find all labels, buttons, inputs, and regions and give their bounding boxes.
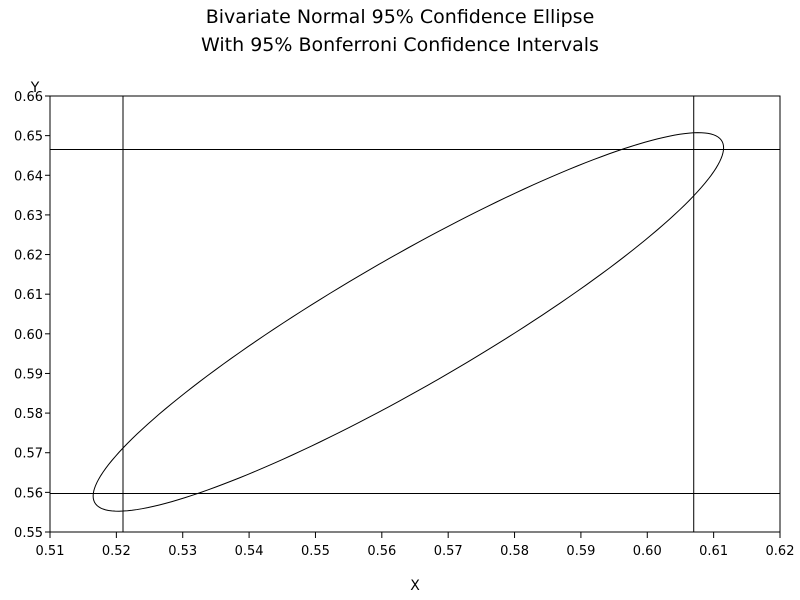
x-tick-label: 0.58 [500, 544, 529, 559]
x-tick-label: 0.59 [566, 544, 595, 559]
x-tick-label: 0.55 [301, 544, 330, 559]
y-tick-label: 0.66 [14, 90, 43, 105]
x-axis-label: X [410, 578, 420, 594]
y-tick-label: 0.58 [14, 407, 43, 422]
x-tick-label: 0.60 [633, 544, 662, 559]
chart-title: Bivariate Normal 95% Confidence Ellipse [206, 6, 595, 28]
x-tick-label: 0.53 [168, 544, 197, 559]
y-tick-label: 0.61 [14, 288, 43, 303]
x-tick-label: 0.62 [766, 544, 795, 559]
y-tick-label: 0.60 [14, 328, 43, 343]
x-tick-label: 0.56 [367, 544, 396, 559]
y-tick-label: 0.56 [14, 486, 43, 501]
y-tick-label: 0.59 [14, 367, 43, 382]
y-axis: 0.55 0.56 0.57 0.58 0.59 0.60 0.61 0.62 0.63 0.64… [14, 90, 50, 541]
bonferroni-interval-lines [50, 96, 780, 532]
x-tick-label: 0.54 [235, 544, 264, 559]
x-tick-label: 0.52 [102, 544, 131, 559]
x-tick-label: 0.61 [699, 544, 728, 559]
y-tick-label: 0.62 [14, 249, 43, 264]
confidence-ellipse [92, 132, 725, 512]
plot-frame [49, 95, 781, 533]
y-axis-label: Y [30, 80, 40, 96]
y-tick-label: 0.64 [14, 169, 43, 184]
y-tick-label: 0.63 [14, 209, 43, 224]
y-tick-label: 0.65 [14, 130, 43, 145]
chart-subtitle: With 95% Bonferroni Confidence Intervals [201, 34, 599, 56]
x-tick-label: 0.51 [36, 544, 65, 559]
y-tick-label: 0.55 [14, 526, 43, 541]
x-axis: 0.51 0.52 0.53 0.54 0.55 0.56 0.57 0.58 0.59 0.60… [36, 532, 795, 559]
y-tick-label: 0.57 [14, 447, 43, 462]
x-tick-label: 0.57 [434, 544, 463, 559]
